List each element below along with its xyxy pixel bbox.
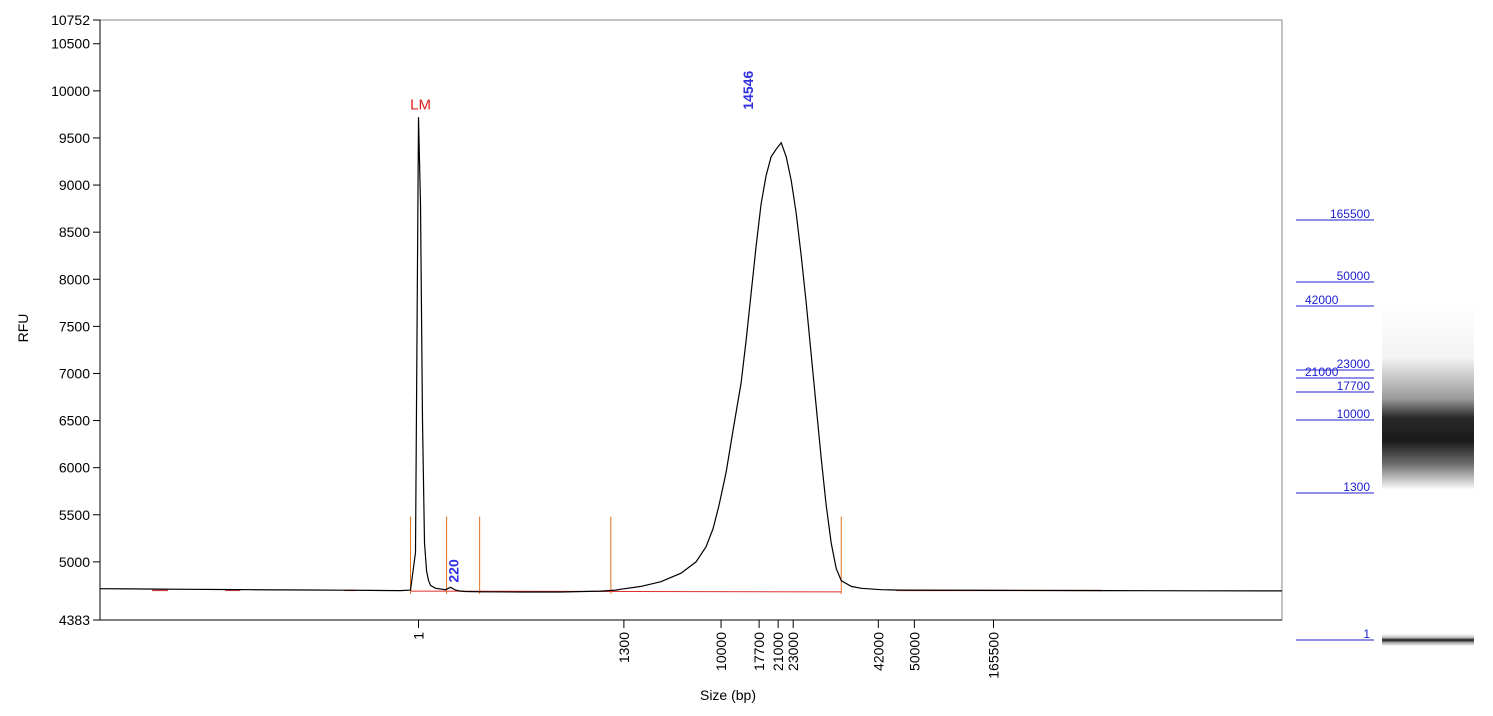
x-tick-label: 165500 [986,632,1002,679]
lane-marker-label: 1 [1363,627,1370,641]
lane-marker-label: 42000 [1305,293,1339,307]
y-tick-label: 5000 [59,554,90,570]
lane-marker-label: 50000 [1337,269,1371,283]
y-tick-label: 7000 [59,365,90,381]
y-tick-label: 9500 [59,130,90,146]
peak-label-14546: 14546 [740,71,756,110]
x-axis-title: Size (bp) [700,687,756,703]
baseline-red [410,590,842,593]
lane-marker-label: 21000 [1305,365,1339,379]
y-tick-label: 10752 [51,12,90,28]
y-tick-label: 10000 [51,83,90,99]
lane-marker-label: 165500 [1330,207,1370,221]
y-axis-title: RFU [15,314,31,343]
peak-label-220: 220 [446,559,462,583]
lane-marker-label: 1300 [1343,480,1370,494]
x-tick-label: 1 [411,632,427,640]
lane-marker-label: 17700 [1337,379,1371,393]
y-tick-label: 7500 [59,318,90,334]
y-tick-label: 8000 [59,271,90,287]
lane-marker-label: 23000 [1337,357,1371,371]
x-tick-label: 50000 [906,632,922,671]
y-tick-label: 6000 [59,460,90,476]
x-tick-label: 23000 [785,632,801,671]
y-tick-label: 10500 [51,36,90,52]
lm-label: LM [410,97,431,114]
x-tick-label: 17700 [751,632,767,671]
lane-marker-label: 10000 [1337,407,1371,421]
gel-marker-band [1382,634,1474,646]
x-tick-label: 42000 [870,632,886,671]
y-tick-label: 5500 [59,507,90,523]
trace-line [99,117,1283,593]
y-tick-label: 9000 [59,177,90,193]
x-tick-label: 1300 [616,632,632,663]
y-tick-label: 4383 [59,612,90,628]
gel-smear-band [1382,300,1474,490]
y-tick-label: 6500 [59,413,90,429]
plot-area [99,19,1283,621]
y-tick-label: 8500 [59,224,90,240]
x-tick-label: 10000 [713,632,729,671]
x-tick-label: 21000 [770,632,786,671]
